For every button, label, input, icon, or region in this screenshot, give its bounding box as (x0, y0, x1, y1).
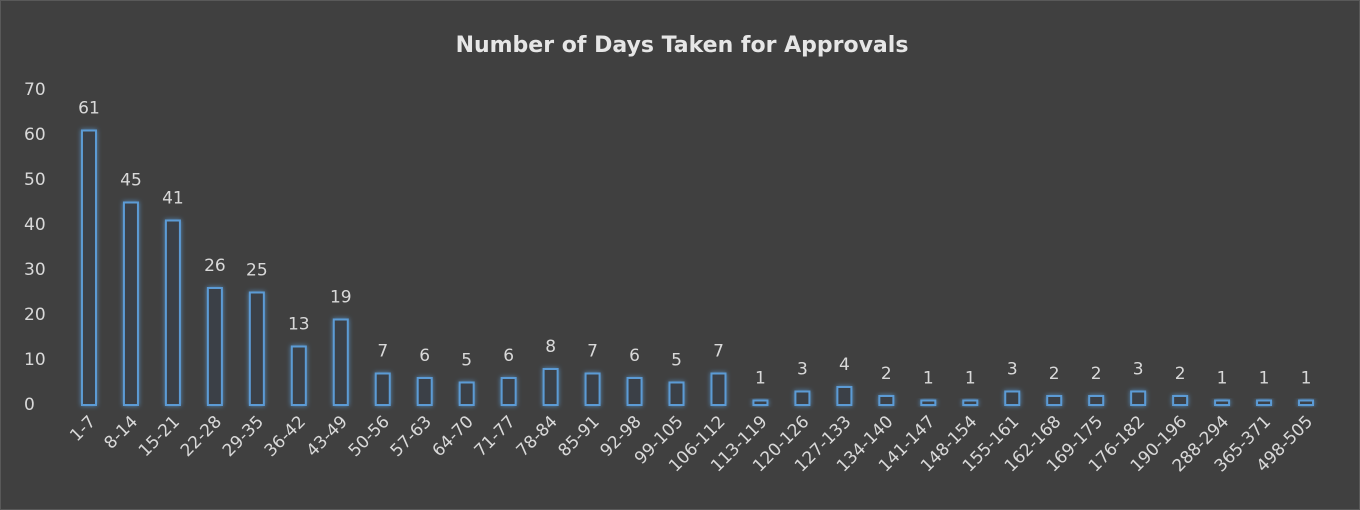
y-tick-label: 60 (24, 125, 46, 145)
bar (710, 372, 727, 406)
data-label: 61 (78, 99, 100, 119)
data-label: 2 (1175, 364, 1186, 384)
data-label: 6 (503, 346, 514, 366)
data-label: 7 (713, 342, 724, 362)
data-label: 4 (839, 355, 850, 375)
data-label: 1 (755, 369, 766, 389)
bar (122, 201, 139, 406)
data-label: 2 (881, 364, 892, 384)
data-label: 5 (461, 351, 472, 371)
data-label: 7 (587, 342, 598, 362)
data-label: 19 (330, 288, 352, 308)
bar (752, 399, 769, 406)
bar (1298, 399, 1315, 406)
y-tick-label: 70 (24, 80, 46, 100)
bar (500, 377, 517, 406)
y-tick-label: 0 (24, 395, 35, 415)
data-label: 1 (1259, 369, 1270, 389)
data-label: 5 (671, 351, 682, 371)
bar (290, 345, 307, 406)
data-label: 6 (629, 346, 640, 366)
data-label: 1 (1217, 369, 1228, 389)
bar (836, 386, 853, 406)
bar (416, 377, 433, 406)
data-label: 41 (162, 189, 184, 209)
data-label: 45 (120, 171, 142, 191)
data-label: 3 (797, 360, 808, 380)
bar (542, 368, 559, 406)
bar (1046, 395, 1063, 406)
y-tick-label: 40 (24, 215, 46, 235)
y-tick-label: 50 (24, 170, 46, 190)
bar (626, 377, 643, 406)
chart-title: Number of Days Taken for Approvals (456, 33, 909, 58)
bar (332, 318, 349, 406)
bar (1004, 390, 1021, 406)
bar (878, 395, 895, 406)
y-tick-label: 10 (24, 350, 46, 370)
bar (1088, 395, 1105, 406)
bar (248, 291, 265, 406)
bar (458, 381, 475, 406)
data-label: 6 (419, 346, 430, 366)
data-label: 3 (1133, 360, 1144, 380)
data-label: 13 (288, 315, 310, 335)
y-tick-label: 20 (24, 305, 46, 325)
bar (962, 399, 979, 406)
data-label: 1 (965, 369, 976, 389)
data-label: 26 (204, 256, 226, 276)
bar (80, 129, 97, 406)
bar (374, 372, 391, 406)
data-label: 25 (246, 261, 268, 281)
bar (1214, 399, 1231, 406)
bar (1172, 395, 1189, 406)
data-label: 7 (377, 342, 388, 362)
data-label: 3 (1007, 360, 1018, 380)
data-label: 1 (1301, 369, 1312, 389)
data-label: 2 (1049, 364, 1060, 384)
bar (584, 372, 601, 406)
bar (164, 219, 181, 406)
bar (668, 381, 685, 406)
y-tick-label: 30 (24, 260, 46, 280)
data-label: 1 (923, 369, 934, 389)
bar (1130, 390, 1147, 406)
bar (794, 390, 811, 406)
data-label: 8 (545, 337, 556, 357)
bar (920, 399, 937, 406)
bar (1256, 399, 1273, 406)
data-label: 2 (1091, 364, 1102, 384)
bar (206, 287, 223, 406)
